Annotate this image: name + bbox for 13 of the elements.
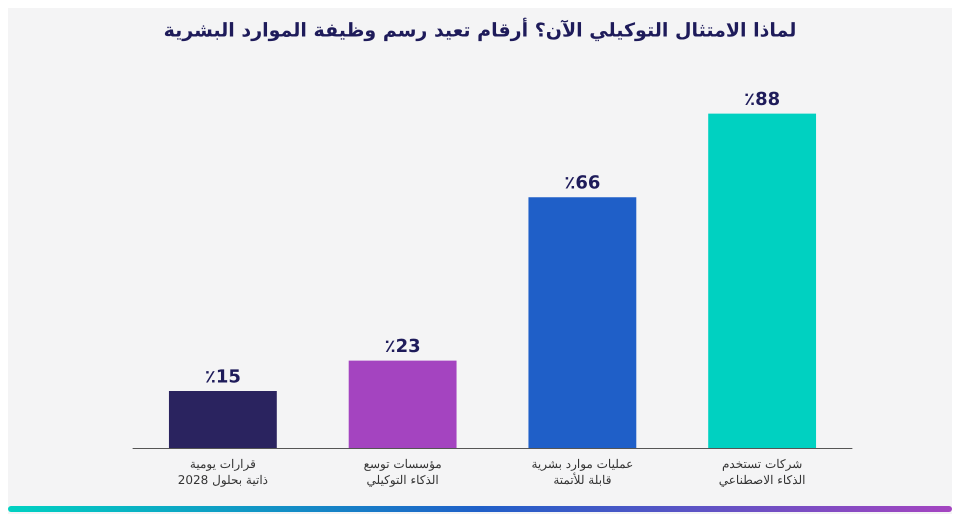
data-label: ٪15 xyxy=(204,366,241,388)
data-label: ٪23 xyxy=(384,336,421,358)
bar xyxy=(168,391,277,448)
x-tick-label: عمليات موارد بشرية قابلة للأتمتة xyxy=(531,457,634,487)
chart-title: لماذا الامتثال التوكيلي الآن؟ أرقام تعيد رسم وظيفة الموارد البشرية xyxy=(164,18,796,42)
x-tick-label: مؤسسات توسع الذكاء التوكيلي xyxy=(364,457,442,487)
bar xyxy=(708,114,816,448)
x-tick-label: شركات تستخدم الذكاء الاصطناعي xyxy=(718,457,806,487)
data-label: ٪66 xyxy=(564,172,600,194)
x-tick-label: قرارات يومية ذاتية بحلول 2028 xyxy=(178,457,268,487)
data-label: ٪88 xyxy=(744,89,780,110)
bar xyxy=(528,197,636,448)
bar xyxy=(348,360,457,448)
